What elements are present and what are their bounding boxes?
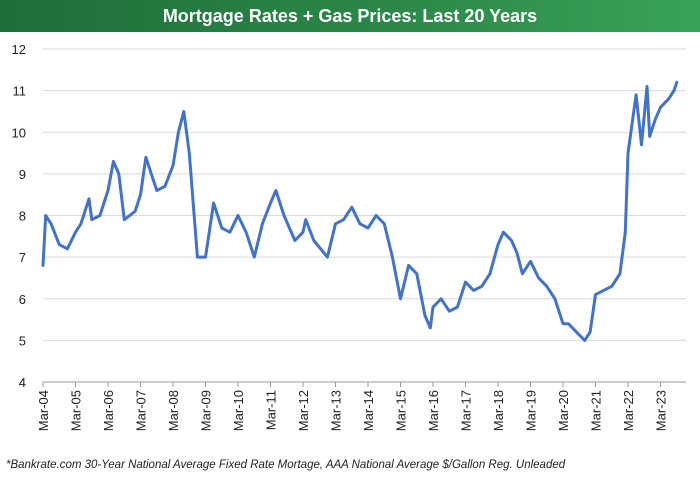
y-tick-label: 10	[12, 125, 26, 140]
x-tick-label: Mar-18	[491, 390, 506, 431]
x-tick-label: Mar-11	[264, 390, 279, 430]
x-tick-label: Mar-22	[621, 390, 636, 431]
y-tick-label: 5	[19, 333, 26, 348]
x-tick-label: Mar-20	[556, 390, 571, 431]
y-tick-label: 8	[19, 209, 26, 224]
x-tick-label: Mar-05	[69, 390, 84, 431]
x-tick-label: Mar-10	[231, 390, 246, 431]
x-tick-label: Mar-19	[524, 390, 539, 431]
x-tick-label: Mar-15	[394, 390, 409, 431]
x-tick-label: Mar-21	[589, 390, 604, 431]
footnote: *Bankrate.com 30-Year National Average F…	[6, 459, 566, 471]
chart-title: Mortgage Rates + Gas Prices: Last 20 Yea…	[0, 0, 700, 32]
x-tick-label: Mar-07	[134, 390, 149, 431]
x-tick-label: Mar-16	[426, 390, 441, 431]
series-line	[41, 80, 679, 342]
y-axis-labels: 4 5 6 7 8 9 10 11 12	[12, 42, 26, 390]
y-tick-label: 11	[13, 84, 27, 99]
x-tick-label: Mar-06	[101, 390, 116, 431]
y-tick-label: 12	[12, 42, 26, 57]
x-tick-label: Mar-23	[654, 390, 669, 431]
x-axis-labels: Mar-04 Mar-05 Mar-06 Mar-07 Mar-08 Mar-09 Mar-…	[36, 382, 669, 431]
y-tick-label: 9	[19, 167, 26, 182]
x-tick-label: Mar-17	[459, 390, 474, 431]
x-tick-label: Mar-12	[296, 390, 311, 431]
x-tick-label: Mar-09	[199, 390, 214, 431]
x-tick-label: Mar-13	[329, 390, 344, 431]
y-tick-label: 7	[19, 250, 26, 265]
y-tick-label: 6	[19, 292, 26, 307]
x-tick-label: Mar-04	[36, 390, 51, 431]
y-tick-label: 4	[19, 375, 26, 390]
x-tick-label: Mar-14	[361, 390, 376, 431]
x-tick-label: Mar-08	[166, 390, 181, 431]
